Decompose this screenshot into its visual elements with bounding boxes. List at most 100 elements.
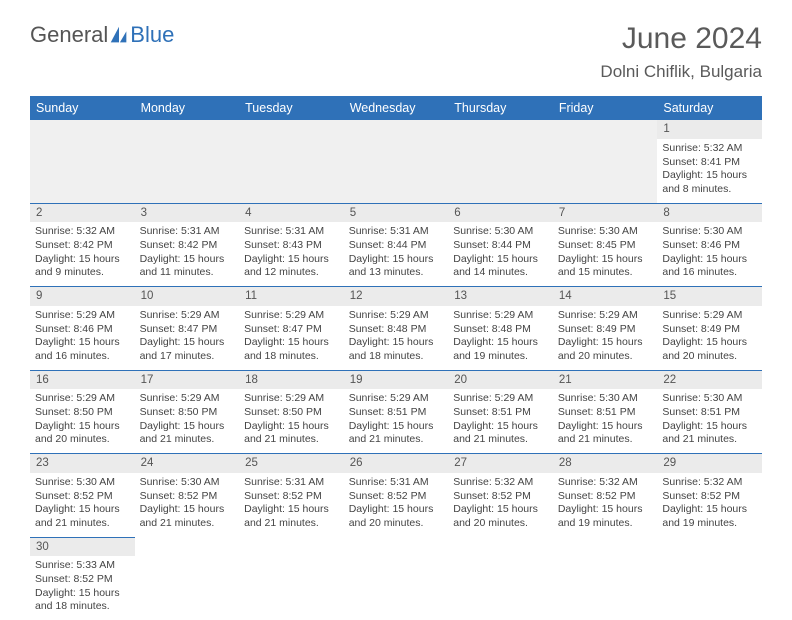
- sunset-text: Sunset: 8:42 PM: [35, 239, 130, 253]
- day-number-row: 23 4 5 6 78: [30, 203, 762, 222]
- day-number: 20: [454, 374, 467, 386]
- sunrise-text: Sunrise: 5:29 AM: [349, 392, 444, 406]
- day-number: 27: [454, 457, 467, 469]
- day-number: 23: [36, 457, 49, 469]
- sunrise-text: Sunrise: 5:32 AM: [662, 476, 757, 490]
- day-number: 14: [559, 290, 572, 302]
- day-number: 26: [350, 457, 363, 469]
- empty-day-cell: [30, 139, 135, 203]
- sunrise-text: Sunrise: 5:31 AM: [140, 225, 235, 239]
- daylight-text: Daylight: 15 hours and 8 minutes.: [662, 169, 757, 196]
- sunrise-text: Sunrise: 5:29 AM: [140, 309, 235, 323]
- day-number: 25: [245, 457, 258, 469]
- daylight-text: Daylight: 15 hours and 21 minutes.: [35, 503, 130, 530]
- day-cell: Sunrise: 5:31 AMSunset: 8:44 PMDaylight:…: [344, 222, 449, 286]
- day-cell: Sunrise: 5:30 AMSunset: 8:45 PMDaylight:…: [553, 222, 658, 286]
- sunset-text: Sunset: 8:46 PM: [662, 239, 757, 253]
- sunrise-text: Sunrise: 5:33 AM: [35, 559, 130, 573]
- day-cell: Sunrise: 5:29 AMSunset: 8:48 PMDaylight:…: [344, 306, 449, 370]
- daylight-text: Daylight: 15 hours and 20 minutes.: [349, 503, 444, 530]
- title-block: June 2024 Dolni Chiflik, Bulgaria: [600, 22, 762, 82]
- sunset-text: Sunset: 8:51 PM: [558, 406, 653, 420]
- day-number: 8: [663, 207, 669, 219]
- sunrise-text: Sunrise: 5:30 AM: [558, 225, 653, 239]
- sunrise-text: Sunrise: 5:29 AM: [244, 392, 339, 406]
- day-number: 18: [245, 374, 258, 386]
- empty-day-cell: [344, 556, 449, 620]
- day-number-row: 1: [30, 120, 762, 139]
- empty-day-number-cell: [239, 120, 344, 139]
- empty-day-number-cell: [344, 120, 449, 139]
- day-number-row: 16171819202122: [30, 370, 762, 389]
- day-number: 5: [350, 207, 356, 219]
- empty-day-number-cell: [553, 120, 658, 139]
- daylight-text: Daylight: 15 hours and 11 minutes.: [140, 253, 235, 280]
- header: General Blue June 2024 Dolni Chiflik, Bu…: [0, 0, 792, 88]
- empty-day-number-cell: [344, 537, 449, 556]
- empty-day-cell: [657, 556, 762, 620]
- weekday-header: Monday: [135, 96, 240, 120]
- sunset-text: Sunset: 8:42 PM: [140, 239, 235, 253]
- daylight-text: Daylight: 15 hours and 19 minutes.: [662, 503, 757, 530]
- day-cell: Sunrise: 5:30 AMSunset: 8:51 PMDaylight:…: [553, 389, 658, 453]
- sunset-text: Sunset: 8:48 PM: [453, 323, 548, 337]
- empty-day-number-cell: [30, 120, 135, 139]
- day-number-cell: 21: [553, 370, 658, 389]
- day-number-cell: 7: [553, 203, 658, 222]
- day-number-cell: 2: [30, 203, 135, 222]
- sunrise-text: Sunrise: 5:29 AM: [244, 309, 339, 323]
- day-content-row: Sunrise: 5:29 AMSunset: 8:50 PMDaylight:…: [30, 389, 762, 453]
- empty-day-number-cell: [448, 120, 553, 139]
- daylight-text: Daylight: 15 hours and 18 minutes.: [244, 336, 339, 363]
- sunrise-text: Sunrise: 5:30 AM: [662, 392, 757, 406]
- day-cell: Sunrise: 5:29 AMSunset: 8:50 PMDaylight:…: [30, 389, 135, 453]
- daylight-text: Daylight: 15 hours and 21 minutes.: [140, 420, 235, 447]
- empty-day-number-cell: [553, 537, 658, 556]
- day-cell: Sunrise: 5:31 AMSunset: 8:52 PMDaylight:…: [239, 473, 344, 537]
- daylight-text: Daylight: 15 hours and 18 minutes.: [35, 587, 130, 614]
- sunrise-text: Sunrise: 5:30 AM: [662, 225, 757, 239]
- sunrise-text: Sunrise: 5:29 AM: [140, 392, 235, 406]
- sunrise-text: Sunrise: 5:30 AM: [453, 225, 548, 239]
- day-number: 3: [141, 207, 147, 219]
- day-number-cell: 22: [657, 370, 762, 389]
- day-number-cell: 14: [553, 287, 658, 306]
- day-number-cell: 27: [448, 454, 553, 473]
- sunset-text: Sunset: 8:52 PM: [244, 490, 339, 504]
- day-cell: Sunrise: 5:29 AMSunset: 8:50 PMDaylight:…: [239, 389, 344, 453]
- day-number: 4: [245, 207, 251, 219]
- day-content-row: Sunrise: 5:29 AMSunset: 8:46 PMDaylight:…: [30, 306, 762, 370]
- logo-text-general: General: [30, 22, 108, 48]
- day-content-row: Sunrise: 5:33 AMSunset: 8:52 PMDaylight:…: [30, 556, 762, 620]
- daylight-text: Daylight: 15 hours and 12 minutes.: [244, 253, 339, 280]
- daylight-text: Daylight: 15 hours and 21 minutes.: [349, 420, 444, 447]
- day-cell: Sunrise: 5:29 AMSunset: 8:51 PMDaylight:…: [448, 389, 553, 453]
- daylight-text: Daylight: 15 hours and 21 minutes.: [244, 420, 339, 447]
- sunrise-text: Sunrise: 5:31 AM: [349, 476, 444, 490]
- day-number: 6: [454, 207, 460, 219]
- daylight-text: Daylight: 15 hours and 19 minutes.: [558, 503, 653, 530]
- day-number-cell: 8: [657, 203, 762, 222]
- day-cell: Sunrise: 5:29 AMSunset: 8:46 PMDaylight:…: [30, 306, 135, 370]
- daylight-text: Daylight: 15 hours and 9 minutes.: [35, 253, 130, 280]
- day-number-cell: 18: [239, 370, 344, 389]
- weekday-header: Saturday: [657, 96, 762, 120]
- daylight-text: Daylight: 15 hours and 18 minutes.: [349, 336, 444, 363]
- day-cell: Sunrise: 5:29 AMSunset: 8:48 PMDaylight:…: [448, 306, 553, 370]
- day-number-cell: 28: [553, 454, 658, 473]
- sunset-text: Sunset: 8:51 PM: [453, 406, 548, 420]
- day-number: 13: [454, 290, 467, 302]
- day-number: 19: [350, 374, 363, 386]
- day-number-cell: 30: [30, 537, 135, 556]
- day-cell: Sunrise: 5:29 AMSunset: 8:51 PMDaylight:…: [344, 389, 449, 453]
- day-number: 24: [141, 457, 154, 469]
- empty-day-number-cell: [239, 537, 344, 556]
- day-cell: Sunrise: 5:29 AMSunset: 8:47 PMDaylight:…: [239, 306, 344, 370]
- empty-day-number-cell: [448, 537, 553, 556]
- sunset-text: Sunset: 8:52 PM: [558, 490, 653, 504]
- day-number: 11: [245, 290, 257, 302]
- empty-day-cell: [553, 139, 658, 203]
- day-number-cell: 25: [239, 454, 344, 473]
- day-number: 15: [663, 290, 676, 302]
- sunset-text: Sunset: 8:52 PM: [349, 490, 444, 504]
